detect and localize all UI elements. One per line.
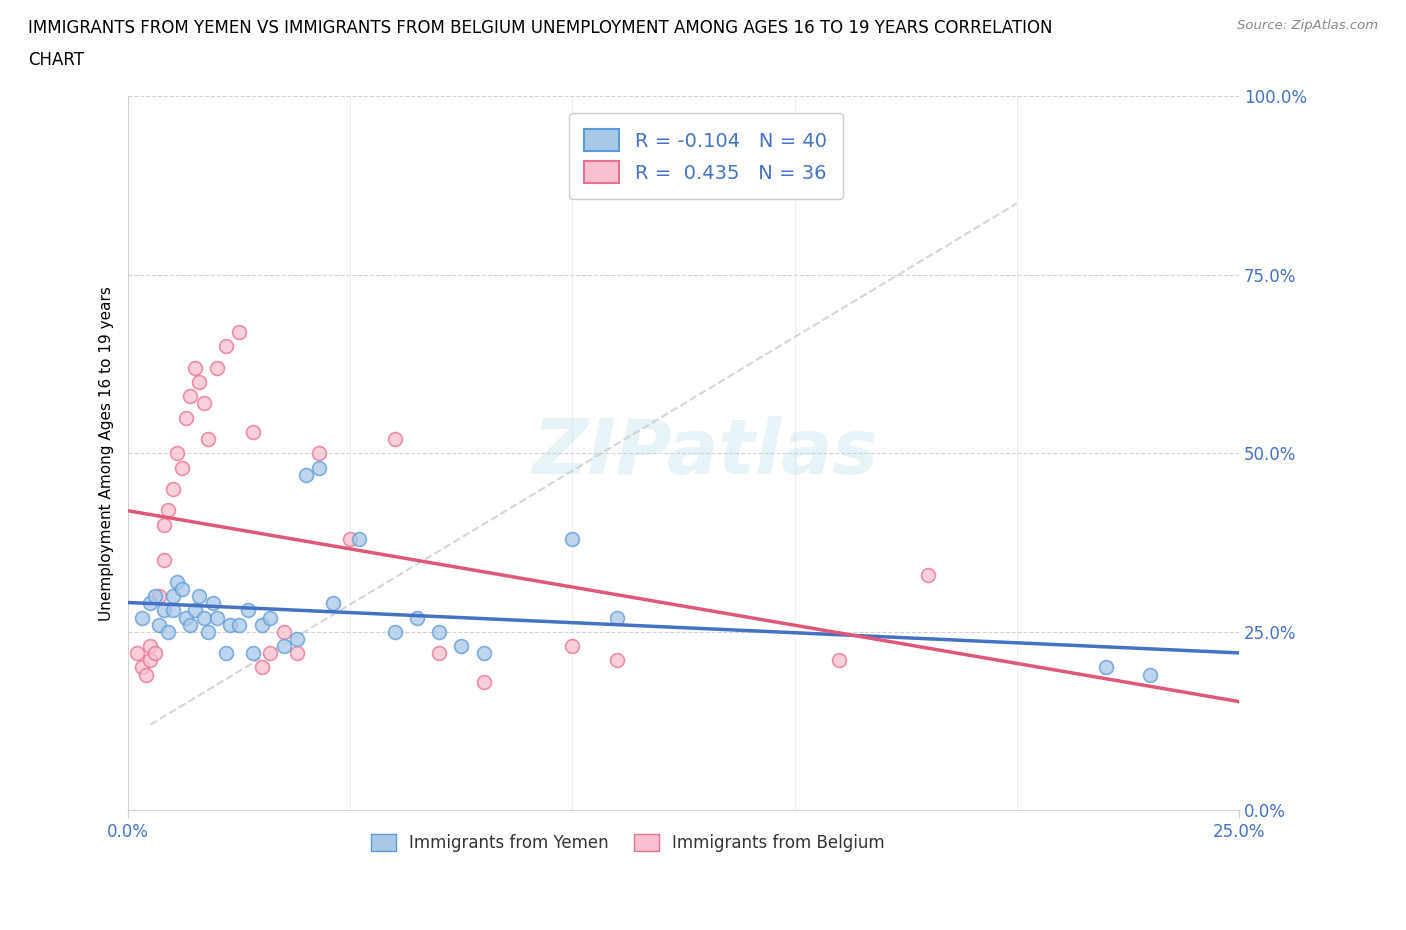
Point [250,618,273,632]
Point [184,360,207,375]
Point [450,639,472,654]
Text: CHART: CHART [28,51,84,69]
Point [606,610,628,625]
Point [285,631,308,646]
Point [384,432,406,446]
Point [427,645,450,660]
Point [339,532,361,547]
Point [135,667,157,682]
Point [472,645,495,660]
Point [143,589,166,604]
Text: Source: ZipAtlas.com: Source: ZipAtlas.com [1237,19,1378,32]
Point [561,532,583,547]
Point [228,325,250,339]
Point [242,645,264,660]
Point [188,375,211,390]
Point [250,660,273,675]
Point [384,624,406,639]
Point [273,639,295,654]
Point [201,596,224,611]
Point [215,339,238,353]
Point [228,618,250,632]
Legend: Immigrants from Yemen, Immigrants from Belgium: Immigrants from Yemen, Immigrants from B… [364,828,891,859]
Point [170,460,193,475]
Point [322,596,344,611]
Point [197,432,219,446]
Y-axis label: Unemployment Among Ages 16 to 19 years: Unemployment Among Ages 16 to 19 years [100,286,114,620]
Text: ZIPatlas: ZIPatlas [533,417,879,490]
Point [1139,667,1161,682]
Point [427,624,450,639]
Point [139,596,162,611]
Point [162,482,184,497]
Point [606,653,628,668]
Point [349,532,371,547]
Point [238,603,260,618]
Point [308,445,330,460]
Point [127,645,149,660]
Point [259,610,281,625]
Point [285,645,308,660]
Point [179,389,201,404]
Point [917,567,939,582]
Point [148,618,170,632]
Point [472,674,495,689]
Text: IMMIGRANTS FROM YEMEN VS IMMIGRANTS FROM BELGIUM UNEMPLOYMENT AMONG AGES 16 TO 1: IMMIGRANTS FROM YEMEN VS IMMIGRANTS FROM… [28,19,1053,36]
Point [197,624,219,639]
Point [215,645,238,660]
Point [148,589,170,604]
Point [166,445,188,460]
Point [179,618,201,632]
Point [1094,660,1116,675]
Point [166,575,188,590]
Point [259,645,281,660]
Point [152,517,174,532]
Point [273,624,295,639]
Point [193,610,215,625]
Point [188,589,211,604]
Point [184,603,207,618]
Point [152,603,174,618]
Point [205,360,228,375]
Point [295,467,318,482]
Point [139,639,162,654]
Point [219,618,242,632]
Point [193,396,215,411]
Point [170,581,193,596]
Point [174,610,197,625]
Point [157,503,180,518]
Point [162,603,184,618]
Point [162,589,184,604]
Point [828,653,851,668]
Point [131,610,153,625]
Point [157,624,180,639]
Point [139,653,162,668]
Point [143,645,166,660]
Point [406,610,429,625]
Point [308,460,330,475]
Point [174,410,197,425]
Point [205,610,228,625]
Point [561,639,583,654]
Point [242,424,264,439]
Point [152,553,174,568]
Point [131,660,153,675]
